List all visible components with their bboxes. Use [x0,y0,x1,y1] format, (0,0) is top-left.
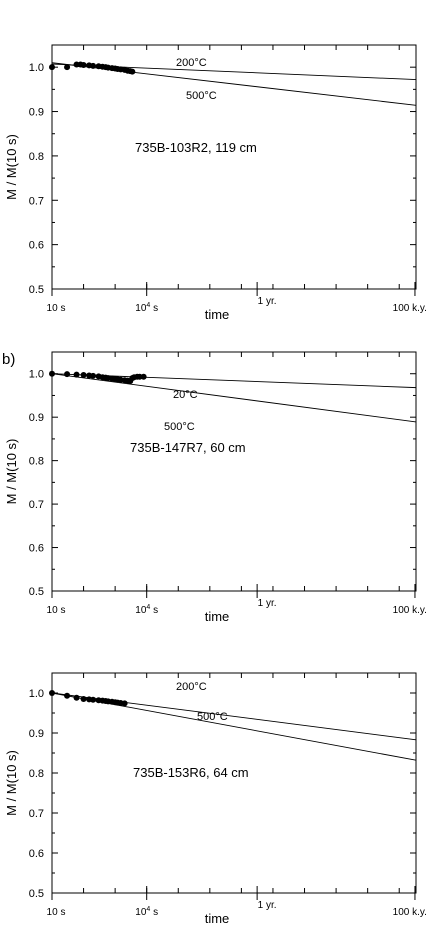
x-tick-label: 100 k.y. [393,303,426,314]
y-tick-label: 0.6 [29,240,44,252]
decay-line-200C [51,692,417,741]
line-label: 20°C [173,389,198,401]
data-point [49,64,55,71]
line-label: 500°C [197,711,228,723]
decay-line-500C [51,373,417,423]
data-point [129,68,136,75]
plot-frame [51,351,417,592]
y-tick-label: 1.0 [29,688,44,700]
x-tick-label: 104 s [135,604,158,616]
y-tick-label: 1.0 [29,369,44,381]
chart-panel-3: 0.5 0.6 0.7 0.8 0.9 1.0 10 s 104 s 1 yr. 100 k.y.… [4,672,426,926]
y-tick-label: 1.0 [29,62,44,74]
data-point [90,372,97,379]
y-tick-label: 0.9 [29,107,44,119]
line-label: 500°C [164,421,195,433]
y-tick-label: 0.5 [29,888,44,900]
x-axis-label: time [205,609,230,624]
decay-line-500C [51,692,417,761]
plot-frame [51,44,417,290]
y-tick-label: 0.8 [29,456,44,468]
data-point [140,373,147,380]
y-tick-label: 0.7 [29,499,44,511]
x-tick-label: 104 s [135,302,158,314]
x-axis-label: time [205,307,230,322]
x-tick-label: 104 s [135,906,158,918]
y-axis-label: M / M(10 s) [4,134,19,200]
y-tick-label: 0.9 [29,412,44,424]
x-tick-label: 1 yr. [258,598,277,609]
x-tick-label: 10 s [47,303,66,314]
y-tick-label: 0.7 [29,808,44,820]
y-tick-label: 0.6 [29,848,44,860]
decay-line-500C [51,62,417,106]
sample-annotation: 735B-153R6, 64 cm [133,765,249,780]
x-axis-label: time [205,911,230,926]
line-label: 500°C [186,90,217,102]
chart-panel-1: 0.5 0.6 0.7 0.8 0.9 1.0 10 s 104 s 1 yr. 100 k.y.… [4,44,426,322]
y-axis-label: M / M(10 s) [4,750,19,816]
y-tick-label: 0.5 [29,284,44,296]
sample-annotation: 735B-103R2, 119 cm [135,140,257,155]
sample-annotation: 735B-147R7, 60 cm [130,440,246,455]
decay-line-200C [51,63,417,81]
y-axis-label: M / M(10 s) [4,439,19,505]
panel-label: b) [2,351,15,368]
y-tick-label: 0.8 [29,768,44,780]
line-label: 200°C [176,57,207,69]
x-tick-label: 1 yr. [258,296,277,307]
chart-panel-2: 0.5 0.6 0.7 0.8 0.9 1.0 10 s 104 s 1 yr. 100 k.y.… [2,351,426,624]
x-tick-label: 100 k.y. [393,907,426,918]
y-tick-label: 0.5 [29,586,44,598]
y-tick-label: 0.6 [29,543,44,555]
x-tick-label: 10 s [47,907,66,918]
y-tick-label: 0.7 [29,195,44,207]
x-tick-label: 1 yr. [258,900,277,911]
y-tick-label: 0.9 [29,728,44,740]
data-point [64,64,71,71]
line-label: 200°C [176,681,207,693]
x-tick-label: 10 s [47,605,66,616]
plot-frame [51,672,417,894]
x-tick-label: 100 k.y. [393,605,426,616]
decay-line-20C [51,373,417,389]
y-tick-label: 0.8 [29,151,44,163]
data-point [121,700,128,707]
